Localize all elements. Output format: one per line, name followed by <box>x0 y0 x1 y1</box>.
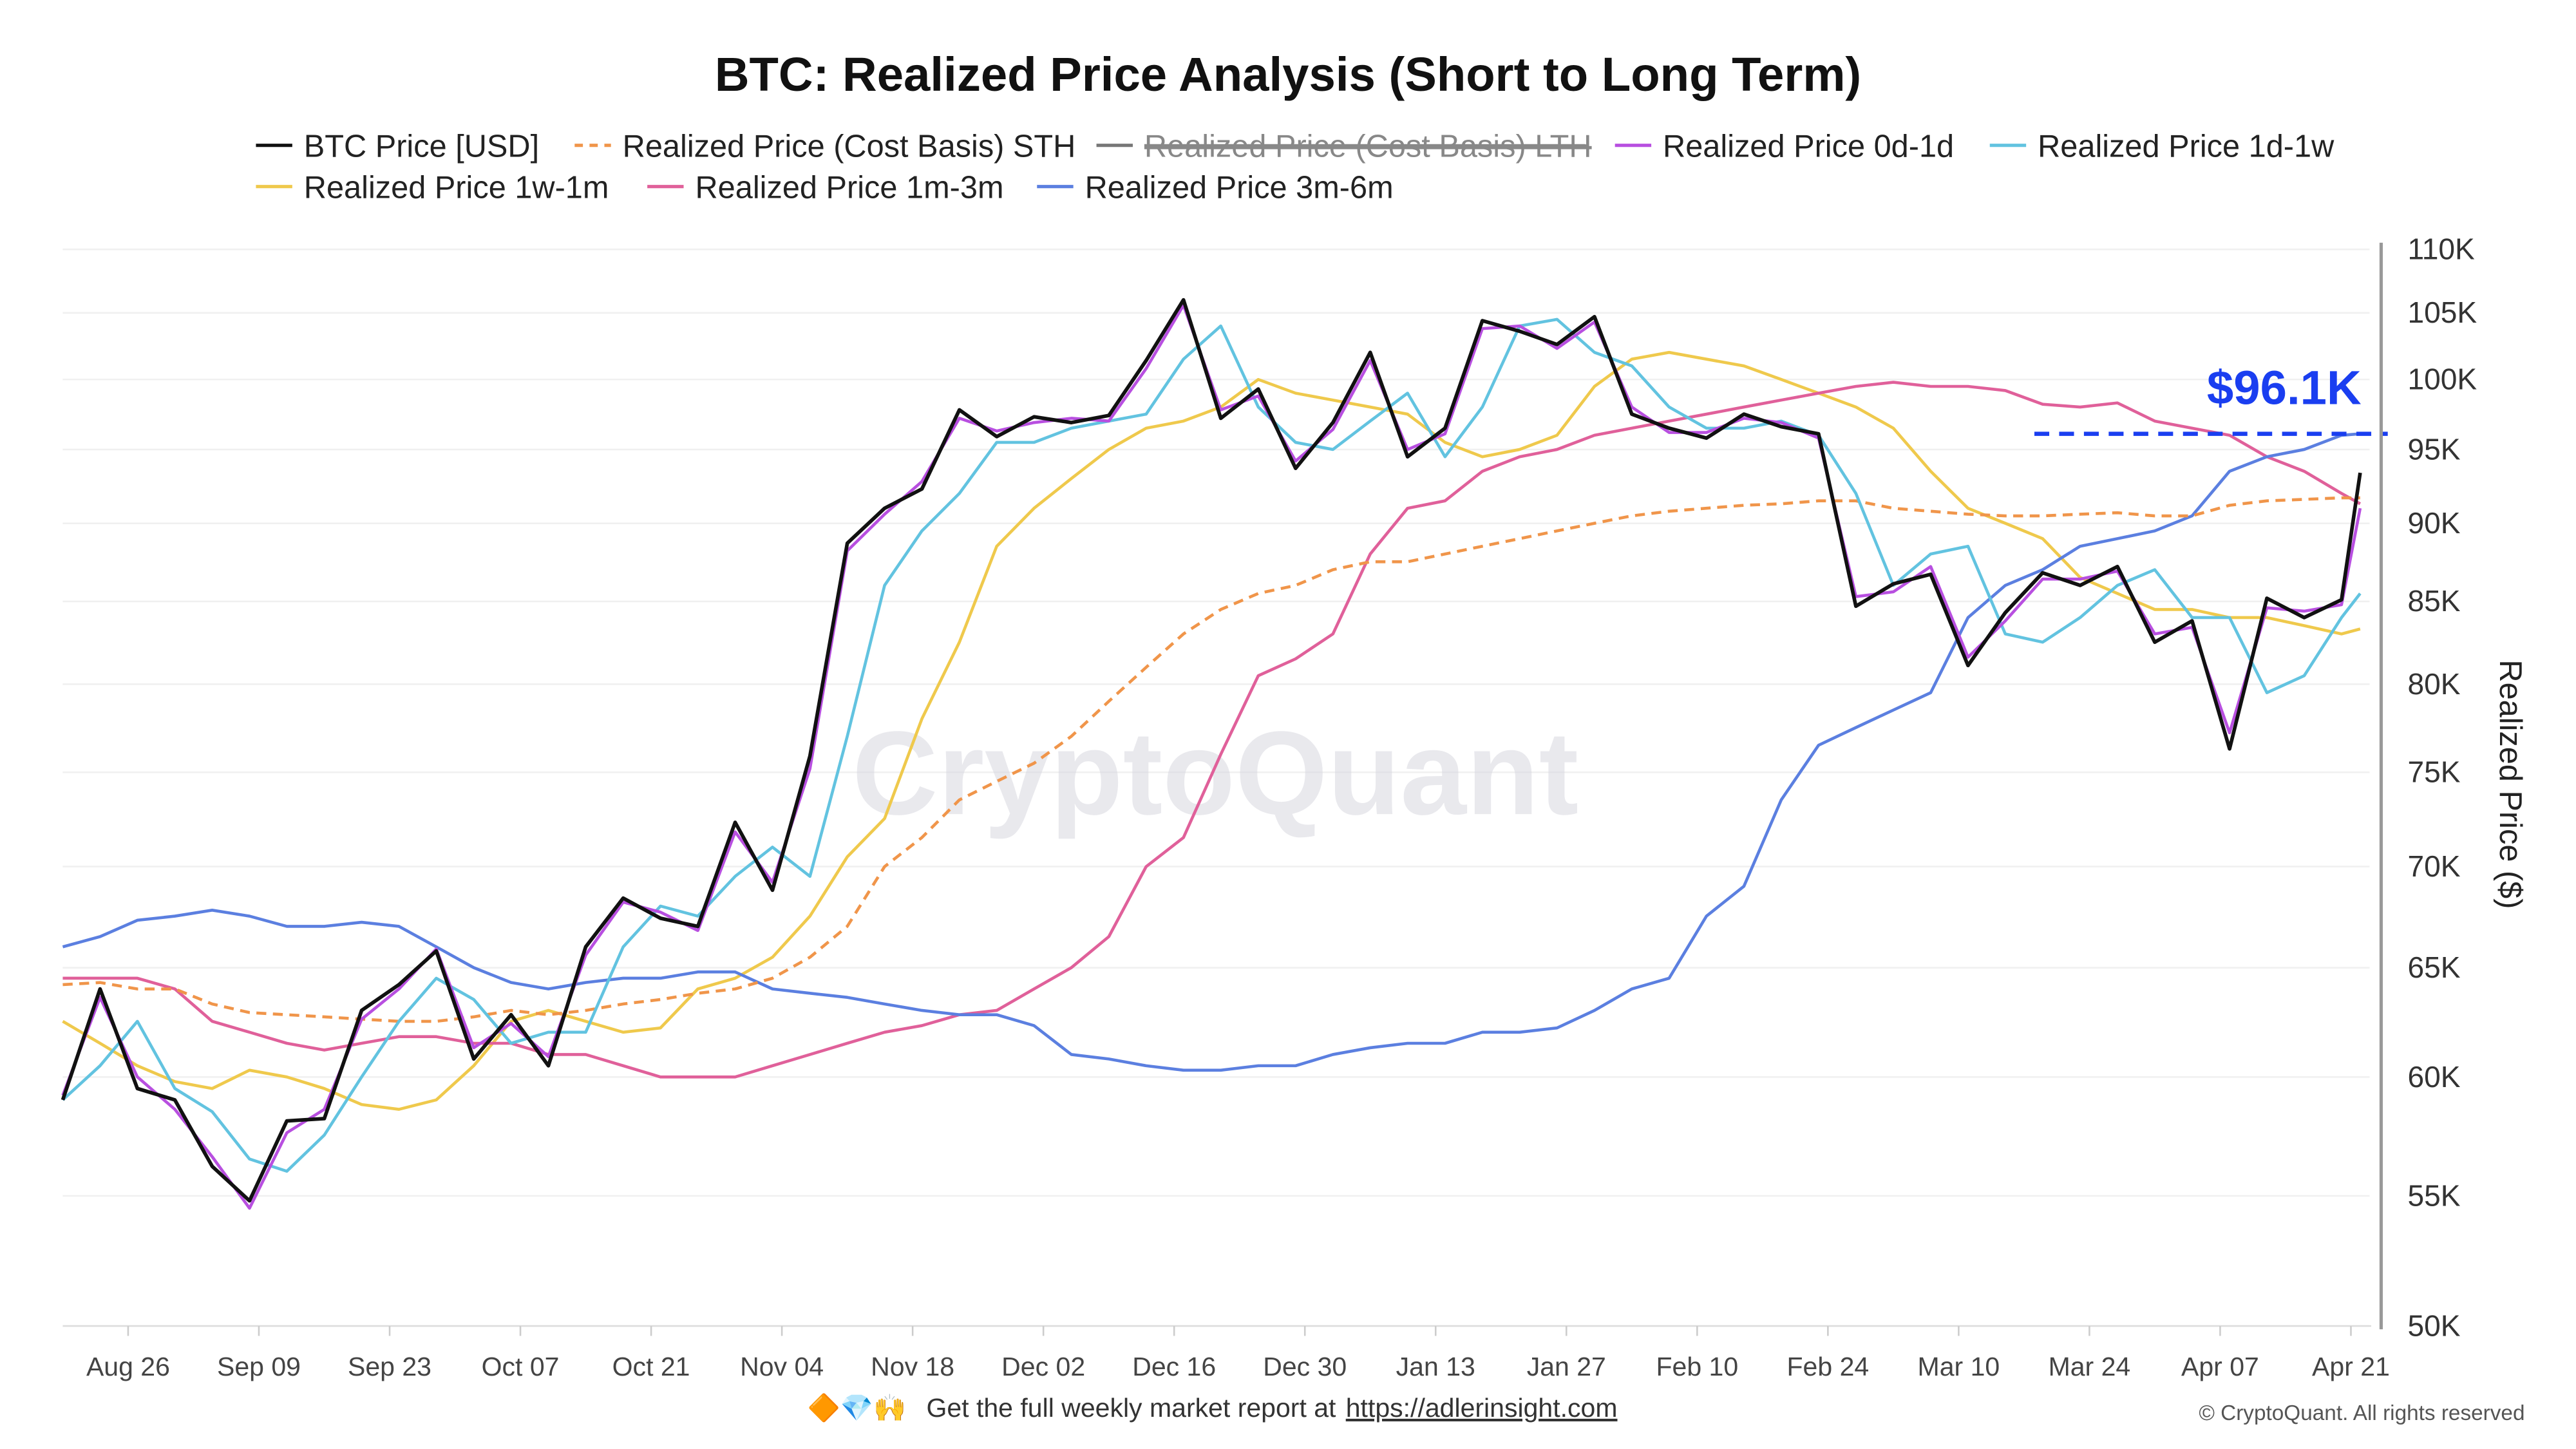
series-line-btc-price-usd <box>61 298 2362 1203</box>
y-tick-label: 95K <box>2407 432 2460 466</box>
series-group <box>61 298 2362 1210</box>
legend-label: Realized Price 1w-1m <box>304 171 609 205</box>
y-tick-label: 85K <box>2407 584 2460 618</box>
y-tick-label: 100K <box>2407 363 2477 396</box>
legend-label: Realized Price (Cost Basis) STH <box>623 129 1076 164</box>
series-line-realized-price-1m-3m <box>62 381 2361 1079</box>
y-tick-label: 90K <box>2407 506 2460 540</box>
annotation: $96.1K <box>2034 361 2388 436</box>
x-tick-label: Dec 02 <box>1001 1352 1085 1381</box>
legend-label: Realized Price 1d-1w <box>2038 129 2334 164</box>
x-tick-label: Apr 21 <box>2312 1352 2390 1381</box>
watermark: CryptoQuant <box>852 707 1578 840</box>
annotation-label: $96.1K <box>2207 361 2362 414</box>
legend-item[interactable]: Realized Price 0d-1d <box>1615 129 1954 164</box>
legend-item[interactable]: Realized Price 1m-3m <box>647 171 1004 205</box>
x-tick-label: Jan 13 <box>1396 1352 1475 1381</box>
x-tick-label: Mar 10 <box>1918 1352 2000 1381</box>
y-tick-label: 50K <box>2407 1309 2460 1342</box>
x-tick-label: Apr 07 <box>2181 1352 2259 1381</box>
series-line-realized-price-3m-6m <box>62 432 2361 1072</box>
series-line-realized-price-cost-basis-sth <box>62 496 2360 1023</box>
x-tick-label: Dec 30 <box>1263 1352 1347 1381</box>
y-tick-label: 80K <box>2407 667 2460 701</box>
legend-label: Realized Price 1m-3m <box>695 171 1003 205</box>
x-tick-label: Aug 26 <box>86 1352 170 1381</box>
x-tick-label: Sep 23 <box>348 1352 431 1381</box>
footer-text: Get the full weekly market report at <box>926 1393 1336 1423</box>
legend-label: Realized Price (Cost Basis) LTH <box>1144 129 1592 164</box>
x-tick-label: Nov 18 <box>871 1352 954 1381</box>
x-tick-label: Jan 27 <box>1527 1352 1606 1381</box>
y-axis: 50K 55K 60K 65K 70K 75K 80K 85K 90K 95K 100K 105K 11… <box>2407 232 2477 1343</box>
copyright: © CryptoQuant. All rights reserved <box>2199 1401 2524 1425</box>
legend-item[interactable]: Realized Price 1d-1w <box>1989 129 2334 164</box>
y-tick-label: 55K <box>2407 1179 2460 1212</box>
x-tick-label: Oct 21 <box>612 1352 690 1381</box>
y-tick-label: 60K <box>2407 1060 2460 1094</box>
x-tick-label: Feb 10 <box>1656 1352 1738 1381</box>
footer-emojis: 🔶💎🙌 <box>808 1392 906 1423</box>
y-tick-label: 105K <box>2407 296 2477 329</box>
legend-label: Realized Price 0d-1d <box>1663 129 1954 164</box>
x-tick-label: Nov 04 <box>740 1352 824 1381</box>
y-axis-title: Realized Price ($) <box>2493 659 2528 909</box>
x-axis: Aug 26 Sep 09 Sep 23 Oct 07 Oct 21 Nov 04 Nov … <box>86 1325 2390 1381</box>
legend-item[interactable]: Realized Price 1w-1m <box>256 171 609 205</box>
x-tick-label: Sep 09 <box>217 1352 301 1381</box>
grid <box>62 248 2370 1327</box>
x-tick-label: Oct 07 <box>482 1352 560 1381</box>
legend-label: Realized Price 3m-6m <box>1085 171 1394 205</box>
x-tick-label: Dec 16 <box>1132 1352 1216 1381</box>
legend-item[interactable]: BTC Price [USD] <box>256 129 539 164</box>
chart-title: BTC: Realized Price Analysis (Short to L… <box>715 48 1861 101</box>
x-tick-label: Feb 24 <box>1787 1352 1870 1381</box>
y-tick-label: 110K <box>2407 232 2475 266</box>
x-tick-label: Mar 24 <box>2049 1352 2131 1381</box>
legend-item[interactable]: Realized Price (Cost Basis) LTH <box>1096 129 1592 164</box>
y-tick-label: 70K <box>2407 849 2460 883</box>
legend-label: BTC Price [USD] <box>304 129 539 164</box>
legend-item[interactable]: Realized Price (Cost Basis) STH <box>574 129 1075 164</box>
legend: BTC Price [USD] Realized Price (Cost Basi… <box>256 129 2334 205</box>
y-tick-label: 75K <box>2407 755 2460 789</box>
footer-link[interactable]: https://adlerinsight.com <box>1346 1393 1618 1423</box>
legend-item[interactable]: Realized Price 3m-6m <box>1037 171 1394 205</box>
y-tick-label: 65K <box>2407 951 2460 984</box>
